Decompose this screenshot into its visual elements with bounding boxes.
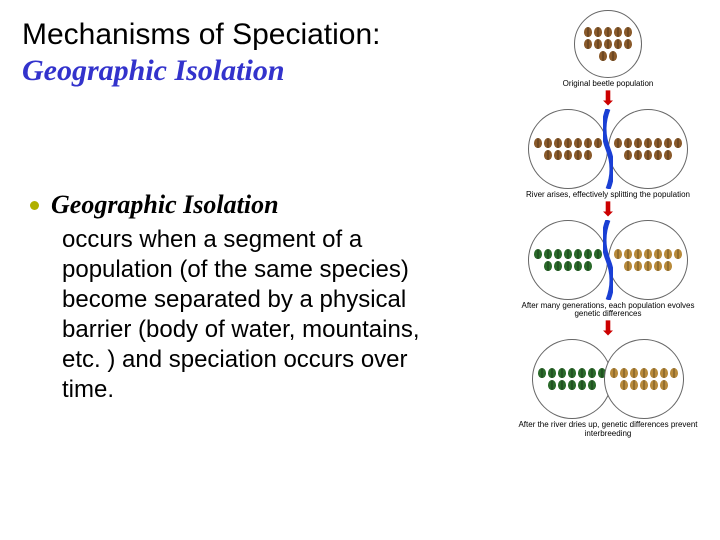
diverged-population bbox=[528, 220, 688, 300]
stage-2: River arises, effectively splitting the … bbox=[508, 109, 708, 220]
title-sub: Geographic Isolation bbox=[22, 54, 381, 88]
stage-1: Original beetle population⬇ bbox=[508, 10, 708, 109]
river-icon bbox=[603, 109, 613, 189]
bullet-row: Geographic Isolation bbox=[30, 190, 279, 220]
caption-4: After the river dries up, genetic differ… bbox=[518, 421, 698, 439]
population-left bbox=[528, 220, 608, 300]
split-population bbox=[528, 109, 688, 189]
population-left bbox=[528, 109, 608, 189]
stage-4: After the river dries up, genetic differ… bbox=[508, 339, 708, 439]
speciation-diagram: Original beetle population⬇River arises,… bbox=[508, 10, 708, 439]
arrow-icon: ⬇ bbox=[600, 321, 617, 337]
arrow-icon: ⬇ bbox=[600, 202, 617, 218]
slide: Mechanisms of Speciation: Geographic Iso… bbox=[0, 0, 720, 540]
population-circle bbox=[574, 10, 642, 78]
bullet-body: occurs when a segment of a population (o… bbox=[62, 225, 462, 405]
title-block: Mechanisms of Speciation: Geographic Iso… bbox=[22, 18, 381, 88]
river-icon bbox=[603, 220, 613, 300]
bullet-head: Geographic Isolation bbox=[51, 190, 279, 220]
bullet-dot-icon bbox=[30, 201, 39, 210]
population-right bbox=[604, 339, 684, 419]
title-main: Mechanisms of Speciation: bbox=[22, 18, 381, 52]
caption-3: After many generations, each population … bbox=[518, 302, 698, 320]
stage-3: After many generations, each population … bbox=[508, 220, 708, 340]
arrow-icon: ⬇ bbox=[600, 91, 617, 107]
population-left bbox=[532, 339, 612, 419]
population-right bbox=[608, 109, 688, 189]
population-right bbox=[608, 220, 688, 300]
final-population bbox=[536, 339, 680, 419]
